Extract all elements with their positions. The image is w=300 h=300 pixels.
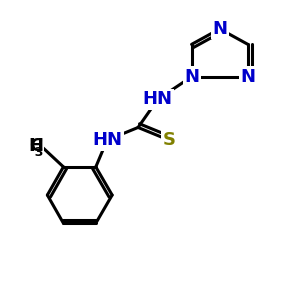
Text: H: H — [29, 137, 44, 155]
Text: 3: 3 — [26, 146, 44, 159]
Text: C: C — [5, 137, 44, 155]
Text: N: N — [240, 68, 255, 86]
Text: N: N — [184, 68, 199, 86]
Text: N: N — [212, 20, 227, 38]
Text: HN: HN — [143, 90, 173, 108]
Text: HN: HN — [92, 131, 122, 149]
Text: S: S — [163, 131, 176, 149]
